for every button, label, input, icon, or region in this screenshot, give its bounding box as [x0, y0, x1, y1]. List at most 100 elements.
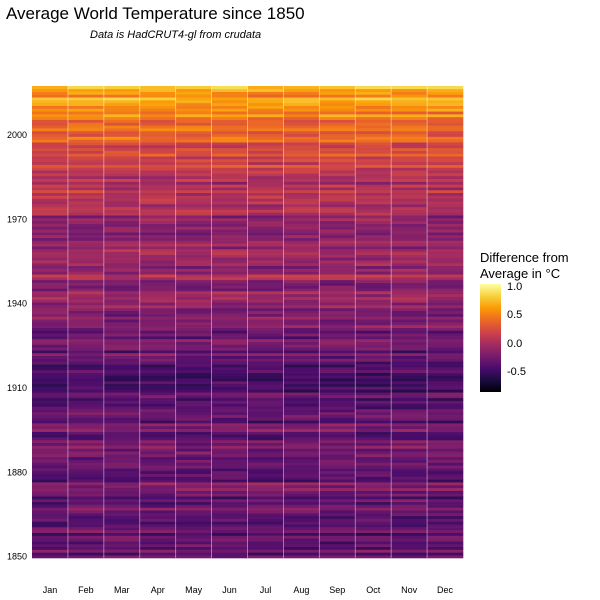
heatmap-cell [175, 175, 212, 180]
heatmap-cell [283, 277, 320, 281]
heatmap-cell [139, 350, 176, 354]
heatmap-cell [211, 355, 248, 359]
heatmap-cell [211, 524, 248, 528]
heatmap-cell [175, 229, 212, 233]
heatmap-cell [283, 479, 320, 483]
heatmap-cell [283, 366, 320, 371]
heatmap-cell [211, 159, 248, 163]
heatmap-cell [32, 372, 69, 376]
heatmap-cell [319, 476, 356, 480]
heatmap-cell [355, 420, 392, 424]
heatmap-cell [139, 344, 176, 348]
heatmap-cell [247, 324, 284, 328]
heatmap-cell [427, 392, 464, 396]
heatmap-cell [247, 153, 284, 157]
heatmap-cell [103, 411, 141, 416]
heatmap-cell [427, 167, 464, 171]
heatmap-cell [391, 515, 428, 519]
heatmap-cell [319, 102, 356, 106]
heatmap-cell [103, 105, 141, 109]
heatmap-cell [139, 386, 176, 390]
heatmap-cell [139, 229, 176, 233]
heatmap-cell [427, 535, 464, 539]
heatmap-cell [67, 529, 105, 534]
heatmap-cell [32, 487, 69, 491]
heatmap-cell [247, 445, 284, 449]
heatmap-cell [32, 459, 69, 463]
heatmap-cell [391, 147, 428, 151]
heatmap-cell [211, 425, 248, 430]
heatmap-cell [319, 437, 356, 441]
heatmap-cell [139, 128, 176, 132]
heatmap-cell [355, 251, 392, 255]
heatmap-cell [247, 504, 284, 508]
heatmap-cell [319, 184, 356, 188]
heatmap-cell [139, 102, 176, 106]
heatmap-cell [175, 150, 212, 154]
heatmap-cell [175, 277, 212, 281]
heatmap-cell [319, 364, 356, 368]
heatmap-cell [139, 420, 176, 424]
heatmap-cell [247, 442, 284, 446]
heatmap-cell [355, 260, 392, 264]
heatmap-cell [283, 431, 320, 435]
heatmap-cell [319, 105, 356, 109]
heatmap-cell [32, 456, 69, 460]
heatmap-cell [247, 279, 284, 283]
heatmap-cell [103, 366, 141, 371]
heatmap-cell [175, 156, 212, 160]
heatmap-cell [32, 330, 69, 334]
heatmap-cell [427, 322, 464, 326]
heatmap-cell [391, 476, 428, 480]
heatmap-cell [247, 515, 284, 519]
heatmap-cell [67, 431, 105, 435]
heatmap-cell [319, 324, 356, 328]
heatmap-cell [319, 538, 356, 542]
heatmap-cell [319, 423, 356, 427]
heatmap-cell [427, 504, 464, 508]
heatmap-cell [427, 86, 464, 90]
heatmap-cell [247, 307, 284, 312]
heatmap-cell [139, 268, 176, 272]
heatmap-cell [67, 347, 105, 351]
heatmap-cell [139, 243, 176, 247]
heatmap-cell [283, 170, 320, 174]
heatmap-cell [355, 406, 392, 410]
heatmap-cell [175, 397, 212, 401]
heatmap-cell [175, 529, 212, 534]
heatmap-cell [103, 313, 141, 317]
heatmap-cell [247, 513, 284, 517]
heatmap-cell [391, 296, 428, 300]
heatmap-cell [247, 198, 284, 202]
heatmap-cell [103, 364, 141, 368]
heatmap-cell [247, 119, 284, 123]
heatmap-cell [175, 338, 212, 342]
heatmap-cell [32, 204, 69, 208]
heatmap-cell [32, 501, 69, 505]
heatmap-cell [283, 232, 320, 236]
heatmap-cell [319, 195, 356, 199]
heatmap-cell [283, 344, 320, 348]
heatmap-cell [319, 88, 356, 92]
heatmap-cell [139, 147, 176, 151]
heatmap-cell [391, 507, 428, 511]
heatmap-cell [67, 130, 105, 135]
heatmap-cell [103, 100, 141, 104]
heatmap-cell [247, 201, 284, 205]
heatmap-cell [139, 189, 176, 194]
heatmap-cell [139, 445, 176, 449]
heatmap-cell [391, 122, 428, 126]
heatmap-cell [103, 91, 141, 95]
heatmap-cell [67, 150, 105, 154]
heatmap-cell [427, 538, 464, 542]
heatmap-cell [32, 431, 69, 435]
heatmap-cell [391, 130, 428, 135]
heatmap-cell [211, 504, 248, 508]
heatmap-cell [67, 296, 105, 300]
heatmap-cell [391, 254, 428, 258]
heatmap-cell [103, 153, 141, 157]
heatmap-cell [391, 184, 428, 188]
heatmap-cell [139, 400, 176, 404]
heatmap-cell [67, 257, 105, 261]
heatmap-cell [283, 538, 320, 542]
